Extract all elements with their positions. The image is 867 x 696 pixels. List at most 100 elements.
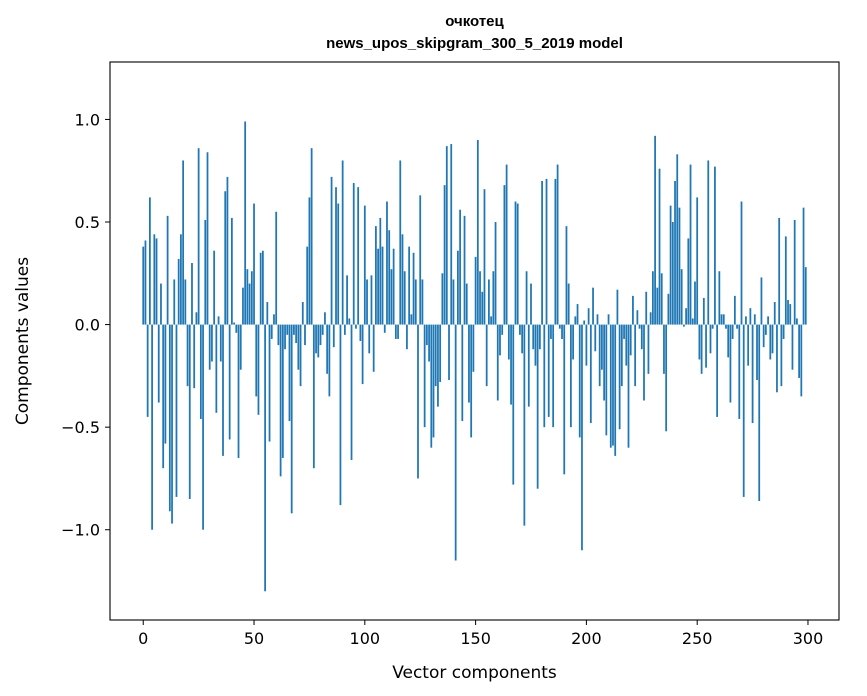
bar	[202, 324, 204, 530]
bar	[281, 324, 284, 458]
bar	[355, 324, 357, 329]
bar	[709, 324, 712, 354]
bar	[372, 324, 375, 372]
bar	[306, 246, 309, 325]
bar	[275, 211, 278, 325]
bar	[262, 250, 264, 325]
bar	[403, 271, 406, 325]
bar	[601, 324, 603, 370]
bar	[208, 324, 211, 370]
bar	[204, 219, 207, 325]
bar	[348, 318, 351, 325]
bar	[408, 246, 411, 325]
bar	[804, 267, 807, 325]
bar	[450, 144, 453, 325]
bar	[430, 324, 433, 448]
bar	[188, 324, 191, 499]
bar	[676, 154, 679, 325]
bar	[239, 324, 242, 370]
bar	[530, 283, 532, 325]
bar	[228, 324, 231, 440]
bar	[472, 324, 475, 372]
bar	[629, 324, 632, 356]
bar	[341, 160, 344, 325]
bar	[516, 203, 519, 325]
bar	[745, 316, 747, 325]
bar	[749, 308, 752, 325]
bar	[771, 324, 774, 354]
bar	[288, 324, 291, 422]
bar	[538, 324, 541, 350]
bar	[168, 324, 171, 512]
bar	[649, 312, 652, 325]
bar	[284, 324, 286, 350]
bar	[669, 205, 672, 325]
bar	[800, 324, 803, 397]
bar	[751, 324, 754, 424]
bar	[694, 281, 696, 325]
bar	[474, 256, 477, 325]
bar	[614, 324, 617, 456]
bar	[226, 176, 229, 325]
bar	[421, 279, 424, 325]
bar	[410, 314, 413, 325]
bar	[488, 279, 490, 325]
bar	[663, 324, 665, 374]
bar	[149, 197, 151, 325]
bar	[197, 148, 200, 325]
x-tick-label: 100	[350, 629, 381, 648]
bar	[414, 279, 417, 325]
x-tick-label: 300	[793, 629, 824, 648]
bar	[273, 314, 275, 325]
bar	[157, 324, 160, 403]
bar	[443, 185, 446, 325]
bar	[195, 312, 198, 325]
bar	[596, 314, 599, 325]
bar	[656, 287, 659, 325]
bar	[142, 246, 145, 325]
bar	[594, 324, 597, 352]
bar	[773, 302, 776, 325]
bar	[441, 273, 444, 325]
bar	[432, 324, 435, 438]
bar	[166, 215, 169, 325]
bar	[346, 275, 348, 325]
bar	[412, 252, 415, 325]
bar	[290, 324, 293, 514]
bar	[246, 269, 249, 325]
bar	[193, 324, 196, 389]
bar	[401, 234, 404, 325]
bar	[707, 160, 710, 325]
chart-title-model: news_upos_skipgram_300_5_2019 model	[326, 35, 623, 52]
bar	[399, 160, 402, 325]
bar	[383, 324, 386, 333]
bar	[219, 324, 222, 362]
bar	[217, 316, 220, 325]
bar	[191, 263, 193, 325]
bar	[570, 324, 572, 428]
bar	[235, 324, 238, 333]
bar	[492, 271, 495, 325]
bar	[186, 324, 189, 387]
bar	[691, 318, 694, 325]
bar	[361, 324, 364, 385]
bar	[769, 324, 772, 360]
bar	[461, 324, 464, 422]
bar	[791, 324, 794, 370]
bar	[470, 324, 473, 438]
bar	[386, 201, 388, 325]
bar	[439, 324, 442, 383]
bar	[459, 209, 461, 325]
bar	[445, 146, 448, 325]
bar	[503, 185, 506, 325]
bar	[199, 324, 202, 419]
bar	[784, 236, 787, 325]
plot-frame	[109, 61, 840, 621]
bar	[554, 178, 557, 325]
bar	[787, 299, 789, 325]
bar	[607, 314, 610, 325]
bar	[780, 324, 783, 387]
y-tick-label: 1.0	[75, 110, 100, 129]
bar	[658, 168, 661, 325]
bar	[793, 219, 796, 325]
